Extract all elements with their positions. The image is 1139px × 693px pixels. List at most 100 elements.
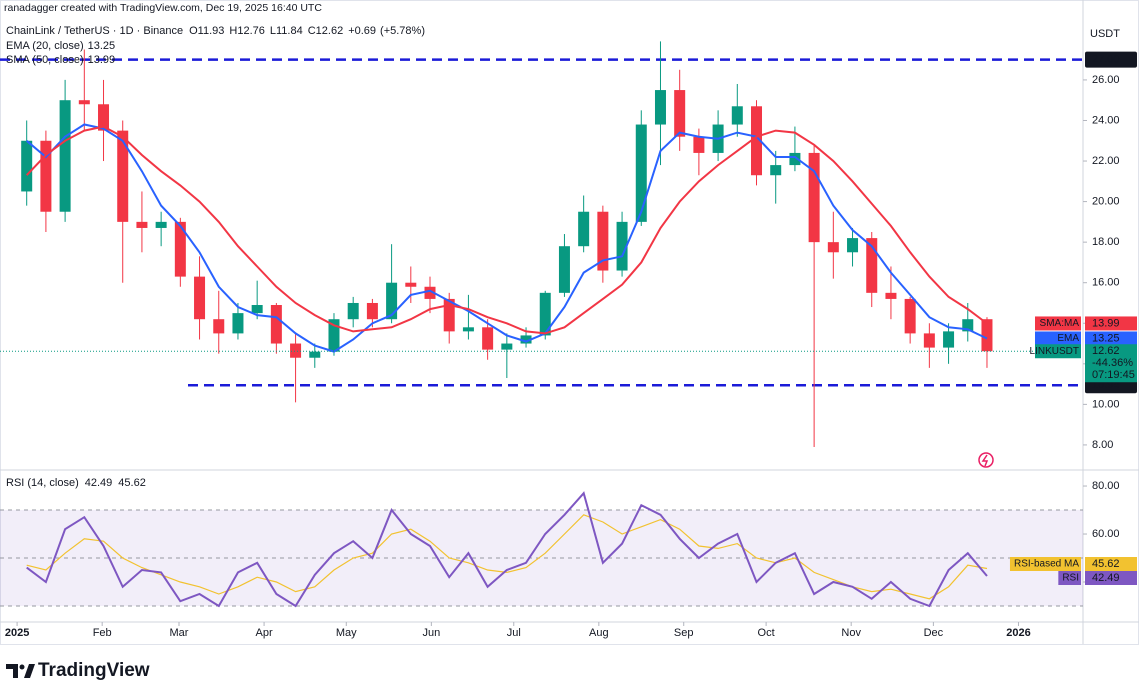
tag-name: SMA:MA [1040, 318, 1080, 329]
x-tick-label: May [336, 627, 357, 639]
candle-body [597, 211, 609, 271]
quote-key: C [308, 25, 316, 37]
y-tick-label: 80.00 [1092, 480, 1120, 492]
x-tick-label: 2026 [1006, 627, 1030, 639]
candle-body [520, 335, 532, 344]
rsi-line [26, 514, 988, 600]
x-tick-label: Apr [256, 627, 273, 639]
candle-body [616, 221, 628, 271]
tag-name: LINKUSDT [1030, 346, 1079, 357]
candle-body [98, 104, 110, 131]
tag-countdown: 07:19:45 [1092, 369, 1135, 381]
candle-body [328, 319, 340, 352]
quote-key: L [270, 25, 276, 37]
quote-key: O [189, 25, 198, 37]
candle-body [251, 305, 263, 314]
value-box [1085, 571, 1137, 585]
candle-body [808, 152, 820, 243]
brand: TradingView [38, 660, 150, 681]
ma-line [25, 125, 988, 335]
tag-change: -44.36% [1092, 357, 1133, 369]
x-tick-label: Jul [507, 627, 521, 639]
level-label: 27.00 [1092, 54, 1120, 66]
candle-body [654, 90, 666, 125]
candle-body [981, 319, 993, 352]
candle-body [923, 333, 935, 348]
candle-body [731, 106, 743, 125]
candle-body [174, 221, 186, 277]
rsi-legend-value: 42.49 [85, 477, 113, 489]
x-tick-label: Sep [674, 627, 694, 639]
rsi-band [0, 510, 1083, 607]
candle-body [539, 292, 551, 336]
value-box [1085, 557, 1137, 571]
ma-line [26, 123, 988, 353]
candle-body [674, 90, 686, 137]
x-tick-label: Feb [93, 627, 112, 639]
candle-body [943, 331, 955, 348]
y-tick-label: 20.00 [1092, 195, 1120, 207]
ma-legend-name: SMA (50, close) [6, 54, 84, 66]
y-tick-label: 60.00 [1092, 528, 1120, 540]
candle-body [347, 302, 359, 320]
candle-body [405, 282, 417, 287]
tag-box [1035, 316, 1081, 331]
candle-body [885, 292, 897, 299]
ma-legend-value: 13.25 [88, 40, 116, 52]
candle-body [501, 343, 513, 350]
quote-value: 11.84 [276, 25, 303, 37]
candle-body [462, 327, 474, 332]
tag-name: RSI [1062, 573, 1079, 584]
x-tick-label: Dec [924, 627, 944, 639]
candle-body [558, 246, 570, 293]
candle-body [443, 298, 455, 332]
tag-value: 13.25 [1092, 332, 1120, 344]
change: +0.69 [348, 25, 376, 37]
candle-body [693, 136, 705, 153]
x-tick-label: Mar [170, 627, 189, 639]
x-tick-label: Oct [758, 627, 775, 639]
candle-body [904, 298, 916, 334]
candle-body [213, 319, 225, 334]
quote-value: 12.76 [237, 25, 265, 37]
candle-body [290, 343, 302, 358]
tag-name: RSI-based MA [1014, 559, 1079, 570]
tag-value: 45.62 [1092, 558, 1120, 570]
change-pct: (+5.78%) [380, 25, 425, 37]
tag-value: 42.49 [1092, 572, 1120, 584]
value-box [1085, 331, 1137, 346]
level-tag [1085, 51, 1137, 68]
value-box [1085, 344, 1137, 383]
candle-body [866, 238, 878, 293]
candle-body [309, 351, 321, 358]
ma-legend-value: 13.99 [88, 54, 116, 66]
candle-body [194, 276, 206, 320]
quote-value: 11.93 [198, 25, 225, 37]
candle-body [21, 140, 33, 192]
unit: USDT [1090, 28, 1120, 40]
candle-body [482, 327, 494, 350]
y-tick-label: 10.00 [1092, 398, 1120, 410]
tag-box [1009, 557, 1081, 571]
candle-body [847, 238, 859, 253]
candle-body [270, 305, 282, 344]
tag-name: EMA [1057, 333, 1079, 344]
ma-legend-name: EMA (20, close) [6, 40, 84, 52]
quote-value: 12.62 [316, 25, 344, 37]
candle-body [770, 165, 782, 176]
candle-body [59, 100, 71, 212]
y-tick-label: 26.00 [1092, 74, 1120, 86]
tag-box [1058, 571, 1081, 585]
candle-body [962, 319, 974, 332]
credit: ranadagger created with TradingView.com,… [4, 2, 322, 14]
symbol: ChainLink / TetherUS · 1D · Binance [6, 25, 183, 37]
candle-body [232, 313, 244, 334]
candle-body [789, 152, 801, 166]
candle-body [366, 302, 378, 320]
y-tick-label: 24.00 [1092, 114, 1120, 126]
x-tick-label: Aug [589, 627, 609, 639]
value-box [1085, 316, 1137, 331]
candle-body [827, 242, 839, 253]
y-tick-label: 8.00 [1092, 439, 1113, 451]
